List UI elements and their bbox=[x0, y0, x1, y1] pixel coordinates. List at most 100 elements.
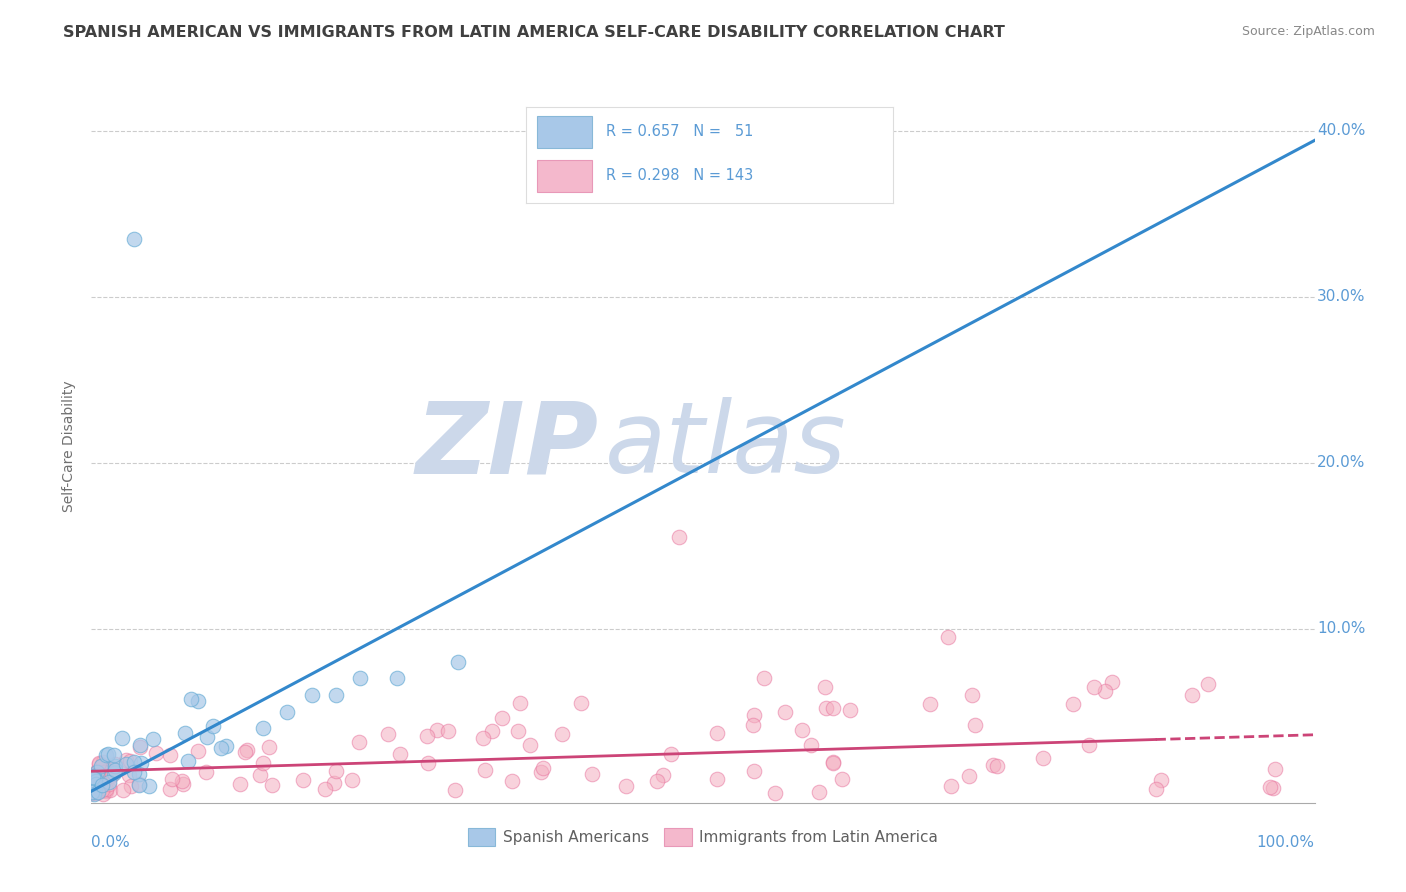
Point bbox=[661, 747, 683, 761]
Point bbox=[93, 765, 115, 780]
Point bbox=[104, 759, 127, 773]
Point bbox=[131, 756, 153, 771]
Point bbox=[815, 701, 838, 715]
Point bbox=[474, 763, 496, 777]
Point bbox=[941, 780, 963, 794]
Point bbox=[187, 694, 209, 708]
Point bbox=[82, 784, 104, 798]
Point bbox=[551, 727, 574, 741]
Point bbox=[1197, 677, 1219, 691]
Text: 40.0%: 40.0% bbox=[1317, 123, 1365, 138]
Point bbox=[100, 769, 122, 783]
Point bbox=[91, 782, 114, 797]
Point bbox=[1083, 680, 1105, 694]
Point bbox=[84, 770, 107, 784]
Point bbox=[388, 747, 411, 761]
Point bbox=[84, 774, 107, 789]
Point bbox=[1261, 780, 1284, 795]
Point bbox=[104, 763, 127, 777]
Point bbox=[426, 723, 449, 738]
Point bbox=[83, 772, 105, 786]
Point bbox=[1264, 762, 1286, 776]
Text: 30.0%: 30.0% bbox=[1317, 289, 1365, 304]
Point bbox=[202, 719, 225, 733]
Point bbox=[84, 784, 107, 798]
Point bbox=[754, 671, 776, 685]
Point bbox=[1062, 697, 1084, 711]
Point bbox=[91, 776, 114, 790]
Point bbox=[236, 743, 259, 757]
Point bbox=[195, 764, 218, 779]
Point bbox=[159, 747, 181, 762]
Text: 0.0%: 0.0% bbox=[91, 835, 131, 850]
Point bbox=[614, 779, 637, 793]
Point bbox=[128, 740, 150, 755]
Point bbox=[215, 739, 238, 753]
Point bbox=[122, 231, 145, 245]
Point bbox=[668, 530, 690, 544]
Point bbox=[82, 780, 104, 795]
Point bbox=[706, 726, 728, 740]
Point bbox=[80, 778, 103, 792]
Point bbox=[301, 688, 323, 702]
Point bbox=[159, 781, 181, 796]
Point bbox=[82, 777, 104, 791]
Point bbox=[291, 772, 314, 787]
Point bbox=[84, 772, 107, 786]
Point bbox=[83, 769, 105, 783]
Point bbox=[128, 777, 150, 791]
Point bbox=[90, 778, 112, 792]
Point bbox=[936, 630, 959, 644]
Text: atlas: atlas bbox=[605, 398, 846, 494]
Point bbox=[229, 777, 252, 791]
Text: Source: ZipAtlas.com: Source: ZipAtlas.com bbox=[1241, 25, 1375, 38]
Point bbox=[742, 708, 765, 723]
Point bbox=[174, 726, 197, 740]
Text: 10.0%: 10.0% bbox=[1317, 621, 1365, 636]
Point bbox=[80, 775, 103, 789]
Point bbox=[84, 780, 107, 794]
Point bbox=[86, 783, 108, 797]
Point bbox=[918, 698, 941, 712]
Point bbox=[322, 776, 344, 790]
Point bbox=[172, 777, 194, 791]
Point bbox=[122, 756, 145, 770]
Point bbox=[145, 746, 167, 760]
Point bbox=[111, 731, 134, 746]
Point bbox=[91, 757, 114, 772]
Point bbox=[103, 748, 125, 763]
Point bbox=[97, 777, 120, 791]
Point bbox=[86, 764, 108, 779]
Point bbox=[1094, 684, 1116, 698]
Text: ZIP: ZIP bbox=[416, 398, 599, 494]
Point bbox=[838, 703, 860, 717]
Point bbox=[103, 764, 125, 779]
Point bbox=[325, 764, 347, 778]
Point bbox=[100, 767, 122, 781]
Point bbox=[1144, 782, 1167, 797]
Point bbox=[652, 768, 675, 782]
Point bbox=[128, 779, 150, 793]
Point bbox=[82, 778, 104, 792]
Point bbox=[111, 783, 134, 797]
Point bbox=[195, 730, 218, 744]
Point bbox=[645, 773, 668, 788]
Point bbox=[142, 731, 165, 746]
Point bbox=[349, 735, 371, 749]
Text: 100.0%: 100.0% bbox=[1257, 835, 1315, 850]
Point bbox=[83, 783, 105, 797]
Point bbox=[90, 758, 112, 772]
Point bbox=[491, 711, 513, 725]
Point bbox=[86, 778, 108, 792]
Point bbox=[1078, 738, 1101, 752]
Point bbox=[138, 779, 160, 793]
Point bbox=[209, 741, 232, 756]
Point bbox=[792, 723, 814, 738]
Point bbox=[86, 764, 108, 778]
Point bbox=[742, 764, 765, 779]
Point bbox=[91, 755, 114, 769]
Point bbox=[581, 766, 603, 780]
Point bbox=[93, 787, 115, 801]
Point bbox=[80, 783, 103, 797]
Point bbox=[83, 770, 105, 784]
